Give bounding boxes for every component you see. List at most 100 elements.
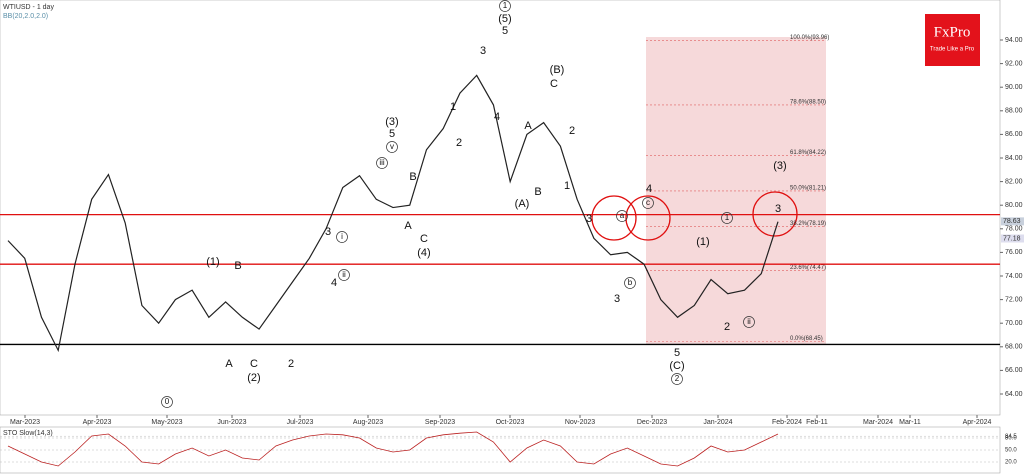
wave-label: ii [747, 317, 751, 326]
wave-label: 3 [586, 213, 592, 225]
y-tick-label: 86.00 [1005, 131, 1023, 138]
wave-label: B [534, 186, 541, 198]
logo-box [925, 14, 980, 66]
fib-label: 38.2%(78.19) [790, 221, 826, 227]
wave-label: (A) [515, 198, 530, 210]
wave-label: 2 [569, 125, 575, 137]
x-tick-label: Nov-2023 [565, 419, 595, 426]
osc-tick-label: 84.5 [1005, 434, 1017, 440]
wave-label: (1) [696, 236, 709, 248]
x-tick-label: Mar-2024 [863, 419, 893, 426]
x-tick-label: Mar-2023 [10, 419, 40, 426]
y-tick-label: 64.00 [1005, 391, 1023, 398]
annotation-circle [624, 277, 636, 289]
wave-label: A [225, 358, 233, 370]
highlight-circle [625, 195, 671, 241]
annotation-circle [743, 316, 755, 328]
annotation-circle [642, 197, 654, 209]
x-tick-label: Oct-2023 [496, 419, 525, 426]
wave-label: v [390, 142, 394, 151]
x-tick-label: Sep-2023 [425, 419, 455, 426]
x-tick-label: May-2023 [151, 419, 182, 426]
x-tick-label: Apr-2024 [963, 419, 992, 426]
fib-label: 100.0%(93.96) [790, 35, 829, 41]
y-tick-label: 70.00 [1005, 320, 1023, 327]
logo-tagline: Trade Like a Pro [930, 47, 975, 53]
price-tag-label: 78.63 [1003, 218, 1021, 225]
fib-label: 23.6%(74.47) [790, 265, 826, 271]
x-tick-label: Apr-2023 [83, 419, 112, 426]
annotation-circle [161, 396, 173, 408]
wave-label: A [404, 220, 412, 232]
wave-label: (3) [773, 160, 786, 172]
annotation-circle [376, 157, 388, 169]
fib-label: 0.0%(68.45) [790, 336, 823, 342]
wave-label: 2 [288, 358, 294, 370]
wave-label: (1) [206, 256, 219, 268]
y-tick-label: 88.00 [1005, 108, 1023, 115]
wave-label: 2 [456, 137, 462, 149]
wave-label: (2) [247, 372, 260, 384]
osc-frame [0, 426, 1001, 474]
price-tag [1001, 217, 1024, 226]
osc-line [7, 431, 779, 467]
y-tick-label: 80.00 [1005, 202, 1023, 209]
wave-label: a [620, 211, 625, 220]
wave-label: ii [342, 270, 346, 279]
indicator-label: BB(20,2.0,2.0) [3, 13, 48, 20]
y-tick-label: 74.00 [1005, 273, 1023, 280]
wave-label: 1 [725, 213, 730, 222]
wave-label: 3 [480, 45, 486, 57]
osc-title: STO Slow(14,3) [3, 430, 53, 437]
y-tick-label: 90.00 [1005, 84, 1023, 91]
y-tick-label: 66.00 [1005, 367, 1023, 374]
y-tick-label: 84.00 [1005, 155, 1023, 162]
wave-label: 1 [564, 180, 570, 192]
x-tick-label: Dec-2023 [637, 419, 667, 426]
osc-tick-label: 50.0 [1005, 448, 1017, 454]
highlight-circle [591, 195, 637, 241]
y-tick-label: 92.00 [1005, 60, 1023, 67]
wave-label: 3 [325, 226, 331, 238]
wave-label: 4 [331, 277, 337, 289]
y-tick-label: 76.00 [1005, 249, 1023, 256]
annotation-circle [338, 269, 350, 281]
annotation-circle [499, 0, 511, 12]
wave-label: i [341, 232, 343, 241]
annotation-circle [336, 231, 348, 243]
fib-label: 61.8%(84.22) [790, 150, 826, 156]
wave-label: A [524, 120, 532, 132]
osc-tick-label: 20.0 [1005, 460, 1017, 466]
wave-label: 1 [450, 101, 456, 113]
wave-label: C [420, 233, 428, 245]
y-tick-label: 68.00 [1005, 344, 1023, 351]
annotation-circle [721, 212, 733, 224]
wave-label: 2 [675, 374, 680, 383]
price-tag [1001, 234, 1024, 243]
fib-label: 78.6%(88.50) [790, 99, 826, 105]
annotation-circle [616, 210, 628, 222]
x-tick-label: Feb-11 [806, 419, 828, 426]
y-tick-label: 72.00 [1005, 296, 1023, 303]
logo-brand: FxPro [934, 24, 971, 40]
wave-label: c [646, 198, 650, 207]
x-tick-label: Mar-11 [899, 419, 921, 426]
wave-label: 4 [494, 111, 500, 123]
wave-label: (3) [385, 116, 398, 128]
wave-label: 3 [614, 293, 620, 305]
x-tick-label: Jan-2024 [703, 419, 732, 426]
y-tick-label: 82.00 [1005, 178, 1023, 185]
wave-label: (B) [550, 64, 565, 76]
wave-label: (C) [669, 360, 684, 372]
wave-label: 5 [389, 128, 395, 140]
wave-label: B [409, 171, 416, 183]
wave-label: 3 [775, 203, 781, 215]
wave-label: C [250, 358, 258, 370]
wave-label: b [628, 278, 633, 287]
wave-label: 1 [503, 1, 508, 10]
wave-label: C [550, 78, 558, 90]
wave-label: 5 [674, 347, 680, 359]
annotation-circle [386, 141, 398, 153]
